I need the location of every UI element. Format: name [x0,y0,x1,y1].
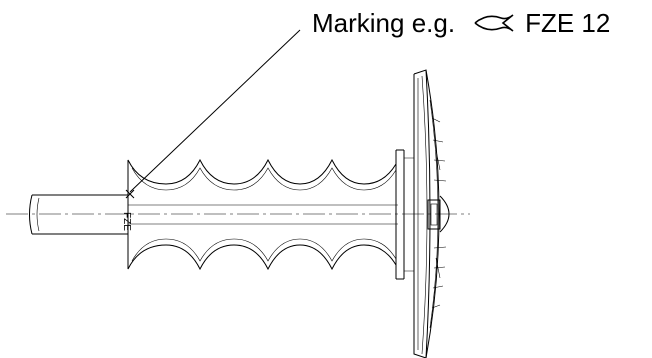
callout-prefix: Marking e.g. [312,7,456,38]
fish-symbol-icon [474,14,514,32]
shaft [29,194,129,235]
callout-code: FZE 12 [525,7,611,38]
leader-line [129,29,301,193]
part-marking-label: FZE [121,212,132,231]
marking-callout: Marking e.g. FZE 12 [312,3,610,43]
grip-body [127,149,414,280]
flange-disc [413,69,450,358]
marking-x [125,189,135,199]
